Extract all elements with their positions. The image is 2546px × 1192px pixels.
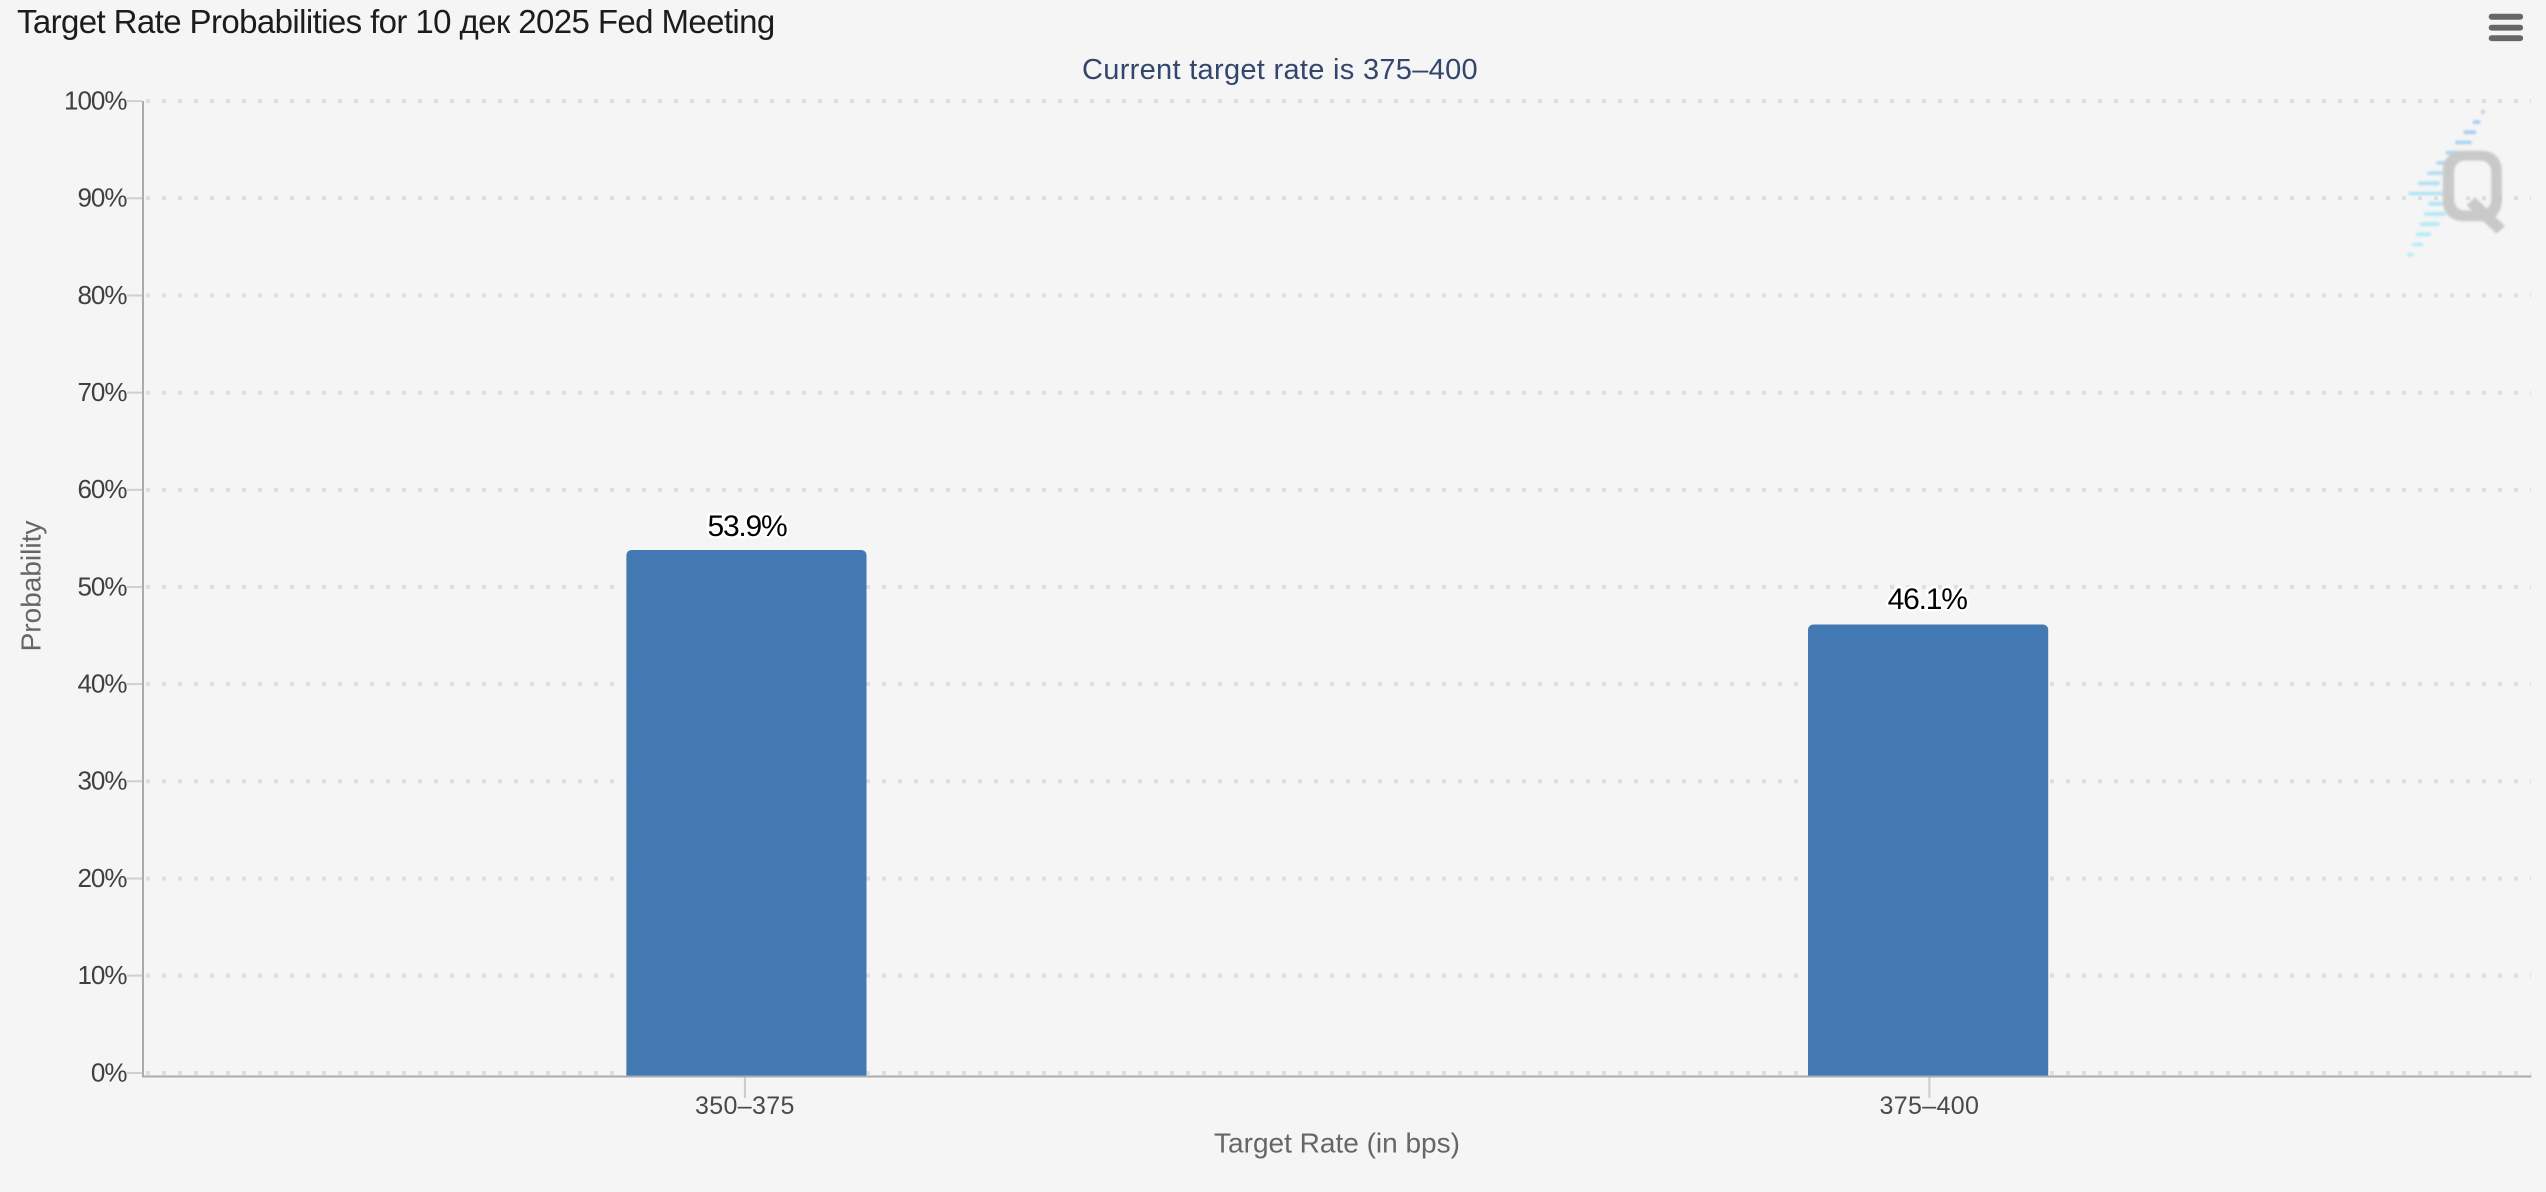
svg-text:30%: 30% xyxy=(77,766,127,796)
svg-text:40%: 40% xyxy=(77,668,127,698)
svg-text:Probability: Probability xyxy=(16,521,47,652)
svg-text:80%: 80% xyxy=(77,280,127,310)
svg-text:100%: 100% xyxy=(64,85,127,115)
svg-text:50%: 50% xyxy=(77,571,127,601)
svg-text:60%: 60% xyxy=(77,474,127,504)
svg-text:0%: 0% xyxy=(91,1057,127,1087)
svg-text:70%: 70% xyxy=(77,377,127,407)
svg-text:375–400: 375–400 xyxy=(1880,1092,1980,1120)
svg-text:46.1%: 46.1% xyxy=(1888,583,1968,616)
svg-text:Current target rate is 375–400: Current target rate is 375–400 xyxy=(1082,54,1478,86)
svg-text:90%: 90% xyxy=(77,183,127,213)
svg-text:Target Rate Probabilities for: Target Rate Probabilities for 10 дек 202… xyxy=(17,3,775,40)
svg-text:Target Rate (in bps): Target Rate (in bps) xyxy=(1214,1127,1460,1158)
svg-text:20%: 20% xyxy=(77,863,127,893)
svg-text:350–375: 350–375 xyxy=(695,1092,795,1120)
svg-text:53.9%: 53.9% xyxy=(707,510,787,543)
svg-text:10%: 10% xyxy=(77,960,127,990)
